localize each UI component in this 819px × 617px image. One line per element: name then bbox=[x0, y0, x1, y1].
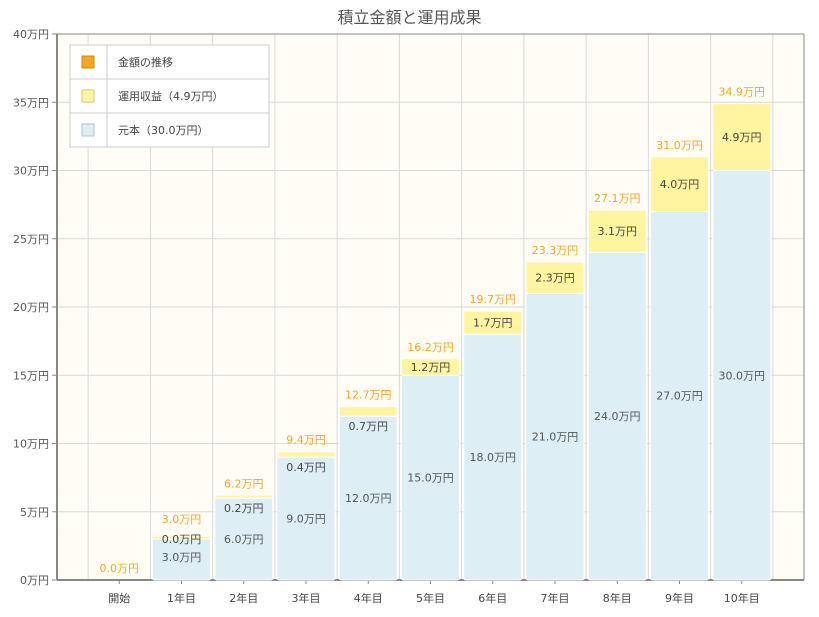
x-tick-label: 2年目 bbox=[229, 591, 258, 605]
bar-profit bbox=[152, 535, 211, 540]
label-profit: 0.4万円 bbox=[286, 461, 326, 474]
label-principal: 24.0万円 bbox=[594, 410, 641, 423]
bar-profit bbox=[463, 310, 523, 335]
y-tick-label: 0万円 bbox=[20, 574, 49, 587]
y-tick-label: 20万円 bbox=[13, 301, 49, 314]
label-profit: 1.7万円 bbox=[473, 317, 513, 330]
legend-label: 金額の推移 bbox=[118, 55, 173, 69]
y-tick-label: 15万円 bbox=[13, 369, 49, 382]
y-tick-label: 10万円 bbox=[13, 438, 49, 451]
legend-swatch bbox=[81, 55, 95, 69]
label-principal: 21.0万円 bbox=[532, 431, 579, 444]
label-profit: 0.7万円 bbox=[349, 420, 389, 433]
label-principal: 15.0万円 bbox=[407, 472, 454, 485]
bar-profit bbox=[338, 406, 398, 417]
label-profit: 4.9万円 bbox=[722, 131, 762, 144]
bars bbox=[152, 103, 772, 581]
x-tick-label: 1年目 bbox=[167, 591, 196, 605]
y-tick-label: 25万円 bbox=[13, 233, 49, 246]
x-tick-label: 5年目 bbox=[416, 591, 445, 605]
bar-profit bbox=[525, 261, 585, 294]
chart-title: 積立金額と運用成果 bbox=[337, 8, 482, 27]
label-principal: 3.0万円 bbox=[162, 551, 202, 564]
x-tick-label: 開始 bbox=[108, 591, 130, 605]
y-tick-label: 40万円 bbox=[13, 28, 49, 41]
label-principal: 12.0万円 bbox=[345, 492, 392, 505]
x-tick-label: 10年目 bbox=[724, 591, 760, 605]
legend-label: 運用収益（4.9万円） bbox=[118, 89, 224, 103]
bar-profit bbox=[712, 103, 772, 171]
legend-box bbox=[69, 44, 270, 148]
label-total: 16.2万円 bbox=[407, 341, 454, 354]
x-tick-label: 3年目 bbox=[292, 591, 321, 605]
y-tick-label: 5万円 bbox=[20, 506, 49, 519]
bar-profit bbox=[401, 358, 460, 376]
x-tick-label: 6年目 bbox=[478, 591, 507, 605]
label-principal: 6.0万円 bbox=[224, 533, 264, 546]
label-profit: 3.1万円 bbox=[598, 225, 638, 238]
legend-label: 元本（30.0万円） bbox=[118, 123, 209, 137]
label-profit: 1.2万円 bbox=[411, 361, 451, 374]
bar-profit bbox=[587, 209, 647, 253]
label-total: 34.9万円 bbox=[719, 86, 766, 99]
label-total: 0.0万円 bbox=[100, 562, 140, 575]
x-tick-label: 4年目 bbox=[354, 591, 383, 605]
y-tick-label: 35万円 bbox=[13, 96, 49, 109]
label-total: 6.2万円 bbox=[224, 477, 264, 490]
label-total: 12.7万円 bbox=[345, 389, 392, 402]
y-tick-label: 30万円 bbox=[13, 165, 49, 178]
legend-swatch bbox=[81, 89, 95, 103]
legend-swatch bbox=[81, 123, 95, 137]
label-principal: 9.0万円 bbox=[286, 513, 326, 526]
label-profit: 0.2万円 bbox=[224, 502, 264, 515]
label-total: 23.3万円 bbox=[532, 244, 579, 257]
data-labels: 0.0万円 3.0万円 0.0万円 3.0万円 6.0万円 0.2万円 6.2万円 9.0万円… bbox=[100, 86, 766, 575]
bar-profit bbox=[650, 156, 709, 212]
x-tick-label: 7年目 bbox=[541, 591, 570, 605]
label-profit: 2.3万円 bbox=[535, 272, 575, 285]
bar-profit bbox=[276, 451, 336, 458]
label-total: 9.4万円 bbox=[286, 434, 326, 447]
label-profit: 0.0万円 bbox=[162, 533, 202, 546]
bar-profit bbox=[214, 494, 274, 499]
label-principal: 18.0万円 bbox=[470, 451, 517, 464]
label-total: 19.7万円 bbox=[470, 293, 517, 306]
label-principal: 27.0万円 bbox=[656, 390, 703, 403]
label-profit: 4.0万円 bbox=[660, 178, 700, 191]
label-total: 3.0万円 bbox=[162, 513, 202, 526]
label-principal: 30.0万円 bbox=[719, 369, 766, 382]
label-total: 31.0万円 bbox=[656, 139, 703, 152]
x-tick-label: 8年目 bbox=[603, 591, 632, 605]
x-tick-label: 9年目 bbox=[665, 591, 694, 605]
label-total: 27.1万円 bbox=[594, 192, 641, 205]
